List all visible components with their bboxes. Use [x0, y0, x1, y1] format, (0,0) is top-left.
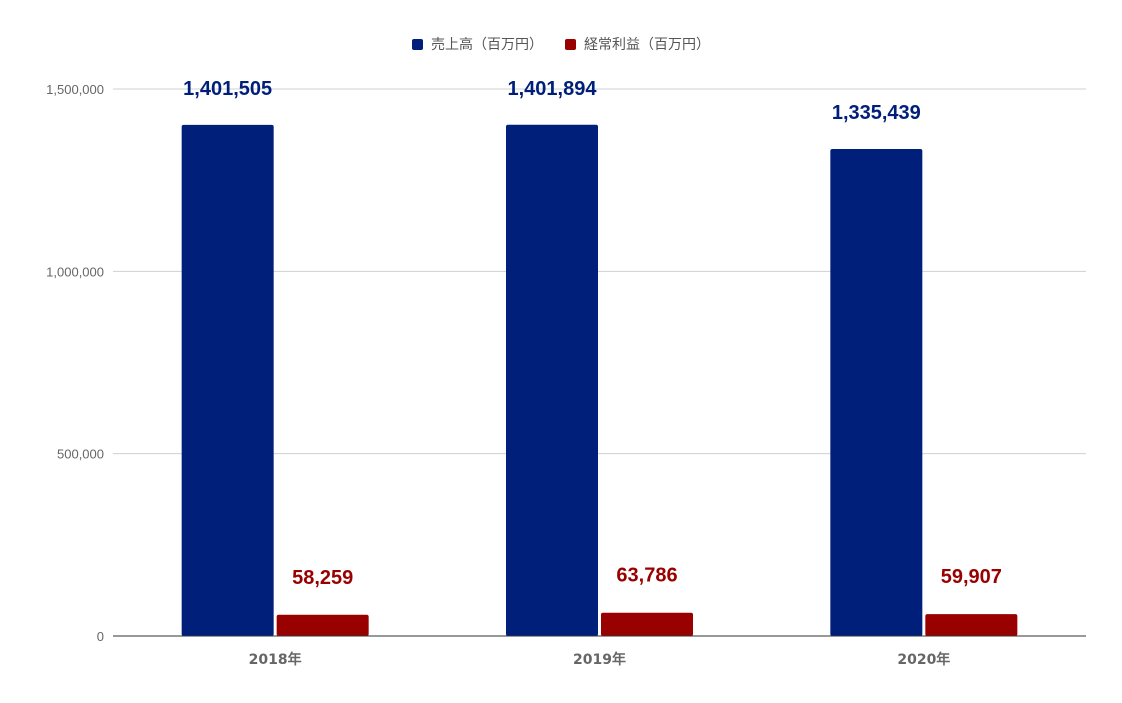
y-tick-label-1: 500,000: [57, 447, 104, 462]
data-label-sales-0: 1,401,505: [183, 78, 272, 100]
y-tick-label-2: 1,000,000: [46, 264, 104, 279]
legend-label-ordinary-profit: 経常利益（百万円）: [584, 37, 710, 53]
legend-swatch-sales: [412, 38, 423, 50]
x-tick-label-0: 2018年: [249, 651, 302, 668]
legend-item-ordinary-profit[interactable]: 経常利益（百万円）: [565, 34, 710, 54]
bar-sales-0[interactable]: [181, 124, 274, 636]
data-label-sales-2: 1,335,439: [832, 102, 921, 124]
legend-label-sales: 売上高（百万円）: [431, 37, 543, 53]
data-label-ordinary-profit-1: 63,786: [616, 565, 677, 587]
data-label-ordinary-profit-0: 58,259: [292, 567, 353, 589]
bar-ordinary-profit-1[interactable]: [601, 612, 693, 636]
x-tick-label-1: 2019年: [573, 651, 626, 668]
legend-swatch-ordinary-profit: [565, 38, 576, 50]
y-tick-label-0: 0: [97, 629, 104, 644]
legend-item-sales[interactable]: 売上高（百万円）: [412, 34, 543, 54]
data-label-ordinary-profit-2: 59,907: [941, 566, 1002, 588]
x-tick-label-2: 2020年: [897, 651, 950, 668]
bar-sales-1[interactable]: [506, 124, 598, 636]
data-label-sales-1: 1,401,894: [508, 78, 598, 100]
chart-legend: 売上高（百万円） 経常利益（百万円）: [0, 34, 1122, 54]
bar-ordinary-profit-2[interactable]: [925, 614, 1018, 636]
bar-sales-2[interactable]: [830, 149, 923, 636]
y-tick-label-3: 1,500,000: [46, 82, 104, 97]
bar-ordinary-profit-0[interactable]: [276, 614, 369, 636]
